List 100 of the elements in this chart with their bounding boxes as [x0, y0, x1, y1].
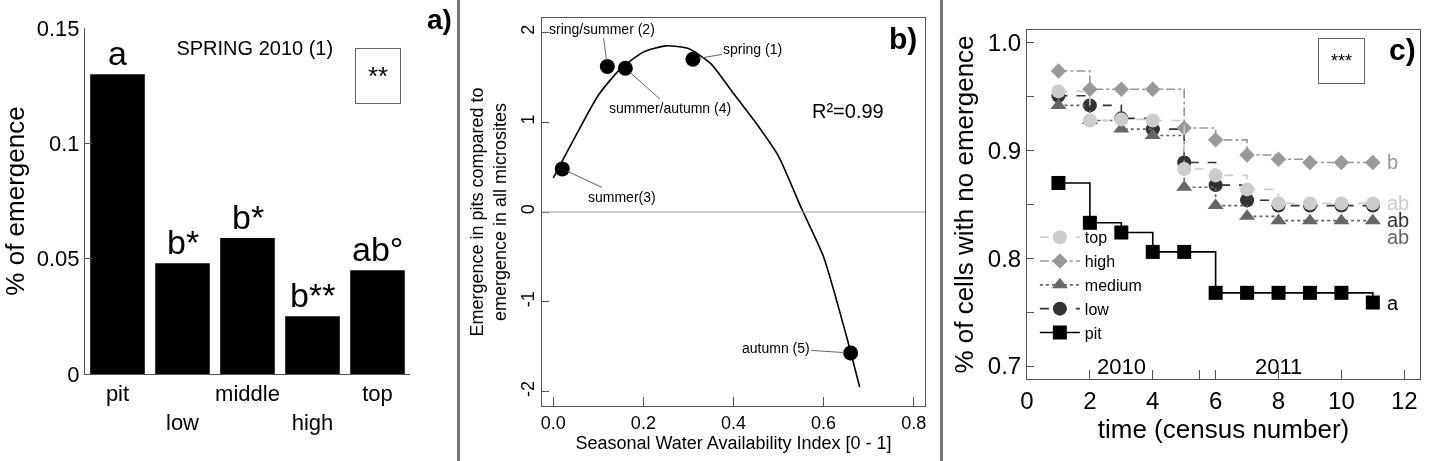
legend-label: top — [1084, 229, 1108, 247]
point — [1050, 63, 1067, 79]
legend-label: high — [1084, 253, 1116, 271]
y-axis-title: % of emergence — [0, 106, 30, 296]
point — [1207, 198, 1224, 210]
point — [1144, 128, 1161, 140]
point — [1177, 244, 1192, 259]
legend-label: medium — [1084, 277, 1142, 295]
point — [1302, 154, 1318, 171]
annotation: ** — [368, 61, 389, 91]
x-tick-label: high — [291, 410, 334, 435]
y-axis-title: % of cells with no emergence — [949, 35, 980, 374]
annotation: R²=0.99 — [812, 100, 884, 122]
annotation: b* — [167, 223, 200, 261]
x-tick-label: 0.8 — [901, 412, 927, 433]
y-tick-label: 0 — [517, 204, 538, 215]
point — [1270, 213, 1287, 225]
point — [1145, 113, 1160, 128]
x-axis-title: Seasonal Water Availability Index [0 - 1] — [575, 432, 892, 453]
x-tick-label: low — [165, 410, 200, 435]
annotation: b** — [290, 276, 336, 314]
annotation: ab° — [352, 230, 404, 268]
y-tick-label: 0 — [67, 361, 80, 387]
y-tick-label: 0.1 — [49, 131, 80, 157]
annotation: *** — [1331, 51, 1353, 71]
x-tick-label: middle — [215, 381, 280, 407]
y-tick-label: 0.15 — [36, 15, 80, 41]
annotation: summer(3) — [588, 189, 656, 205]
x-tick-label: 0.2 — [630, 412, 656, 433]
annotation: sring/summer (2) — [549, 21, 655, 37]
y-tick-label: 1.0 — [987, 29, 1022, 57]
point — [685, 51, 701, 67]
point — [1051, 84, 1066, 99]
point — [1208, 168, 1223, 183]
bar — [285, 316, 340, 374]
point — [1271, 285, 1286, 300]
data-label: b — [1387, 151, 1399, 173]
point — [1239, 147, 1255, 163]
annotation: summer/autumn (4) — [609, 100, 732, 116]
x-tick-label: top — [362, 381, 393, 407]
text: SPRING 2010 (1) — [176, 37, 334, 60]
data-label: ab — [1387, 226, 1410, 248]
x-tick-label: 0.4 — [720, 412, 747, 433]
point — [1365, 154, 1381, 171]
y-tick-label: 0.7 — [987, 352, 1022, 380]
point — [554, 161, 570, 177]
x-axis-title: time (census number) — [1097, 413, 1350, 444]
point — [1177, 161, 1192, 176]
point — [1207, 132, 1224, 148]
legend-label: pit — [1084, 324, 1103, 342]
data-label: a — [1387, 292, 1399, 314]
legend-label: low — [1084, 300, 1110, 318]
annotation: 2010 — [1097, 354, 1146, 379]
point — [843, 345, 859, 361]
point — [1333, 213, 1350, 225]
point — [617, 60, 633, 76]
y-tick-label: 0.8 — [987, 244, 1022, 272]
point — [1302, 285, 1317, 300]
point — [1365, 295, 1380, 310]
bar — [220, 237, 275, 374]
x-tick-label: 6 — [1208, 386, 1223, 414]
annotation: b) — [889, 22, 918, 55]
annotation: autumn (5) — [742, 340, 810, 356]
point — [1051, 175, 1066, 190]
point — [1082, 81, 1098, 97]
point — [1082, 215, 1097, 230]
point — [1364, 213, 1381, 225]
point — [1334, 285, 1349, 300]
x-tick-label: 12 — [1390, 386, 1418, 414]
text: a) — [427, 4, 452, 35]
point — [1240, 182, 1255, 197]
y-tick-label: -1 — [517, 291, 538, 308]
x-tick-label: 2 — [1083, 386, 1097, 414]
y-tick-label: 2 — [517, 24, 538, 35]
y-axis-title: Emergence in pits compared to emergence in all microsites — [466, 87, 510, 337]
point — [1145, 81, 1161, 97]
bar — [90, 74, 145, 374]
x-tick-label: 4 — [1146, 386, 1160, 414]
x-tick-label: 0.0 — [540, 412, 566, 433]
y-tick-label: 1 — [517, 114, 538, 125]
point — [1145, 244, 1160, 259]
point — [1113, 81, 1130, 97]
point — [1240, 285, 1255, 300]
y-tick-label: 0.05 — [36, 246, 80, 272]
y-tick-label: 0.9 — [987, 137, 1022, 165]
bar — [350, 270, 405, 374]
x-tick-label: 10 — [1328, 386, 1355, 414]
x-tick-label: 0.6 — [811, 412, 837, 433]
point — [1114, 225, 1129, 240]
x-tick-label: 8 — [1271, 386, 1286, 414]
annotation: a — [108, 34, 127, 72]
bar — [155, 263, 210, 374]
point — [1333, 154, 1350, 171]
annotation: spring (1) — [723, 41, 783, 57]
annotation: c) — [1389, 33, 1416, 66]
annotation: 2011 — [1255, 354, 1303, 379]
point — [1208, 285, 1223, 300]
y-tick-label: -2 — [517, 380, 538, 397]
annotation: b* — [232, 198, 265, 236]
point — [599, 59, 615, 74]
